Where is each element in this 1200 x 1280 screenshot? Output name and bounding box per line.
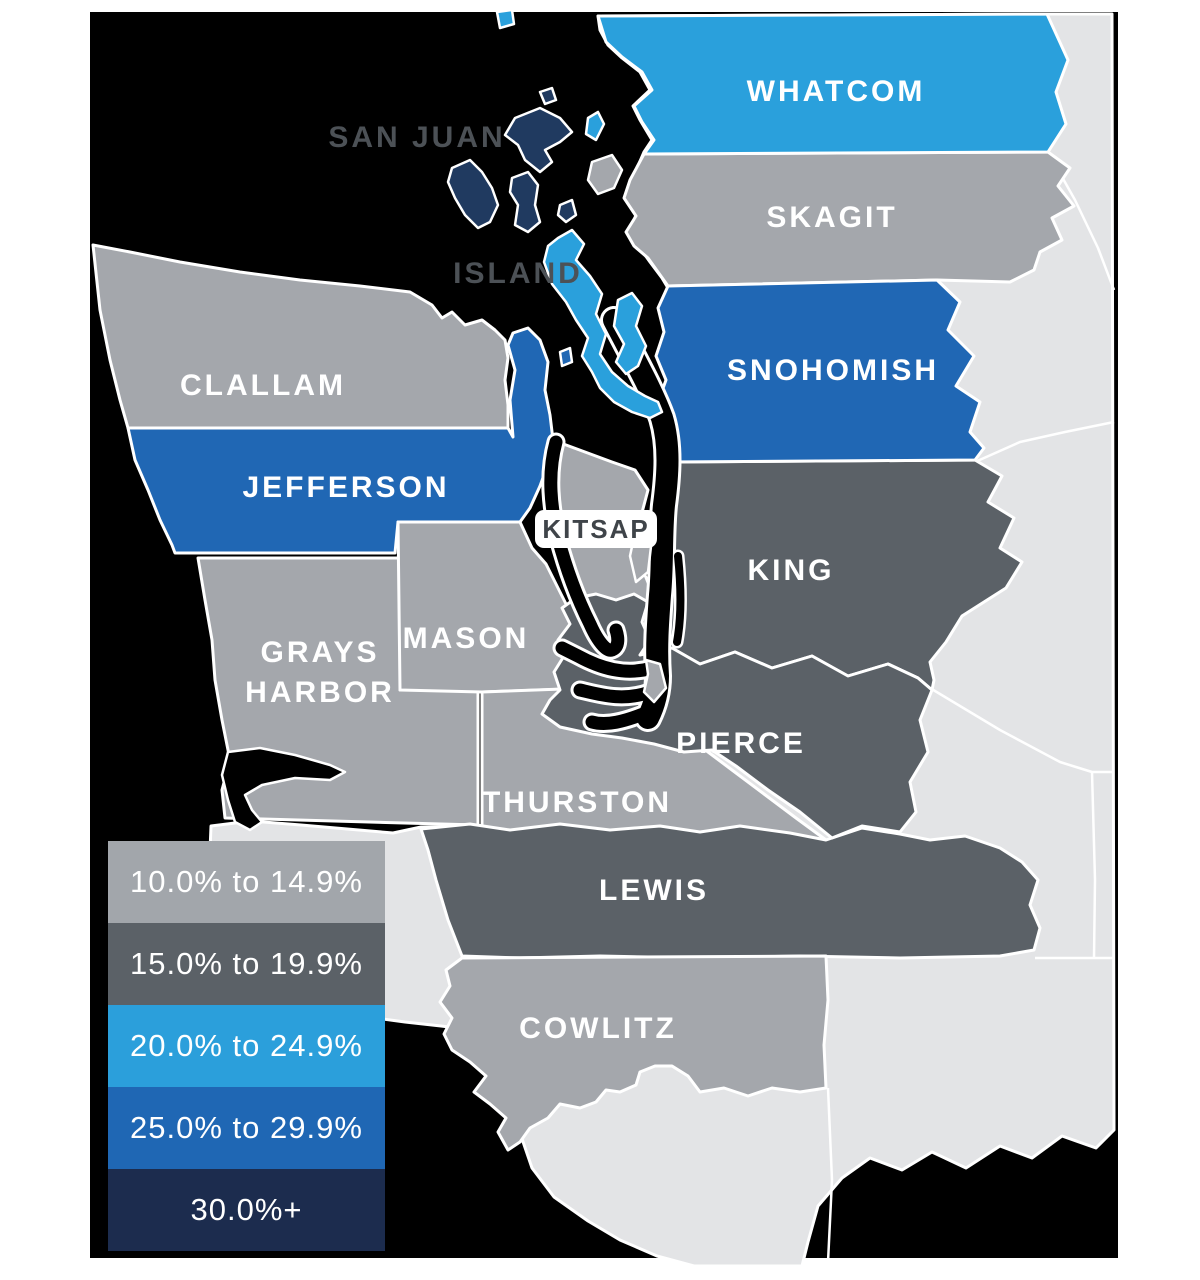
label-skagit: SKAGIT (766, 201, 897, 234)
label-kitsap: KITSAP (542, 514, 649, 544)
lummi-island (584, 110, 606, 142)
south-sound-inlet (555, 641, 659, 678)
label-lewis: LEWIS (599, 874, 709, 907)
legend-item-label: 15.0% to 19.9% (130, 946, 363, 981)
county-whatcom (596, 12, 1070, 156)
label-snohomish: SNOHOMISH (727, 354, 939, 387)
label-island: ISLAND (453, 257, 583, 290)
label-king: KING (748, 554, 835, 587)
label-pierce: PIERCE (676, 727, 806, 760)
kitsap-label-pill (535, 510, 657, 548)
county-labels: WHATCOM SKAGIT SAN JUAN ISLAND SNOHOMISH… (180, 75, 939, 1045)
county-cowlitz (438, 954, 830, 1152)
label-grays: GRAYS (261, 636, 380, 669)
legend-item-label: 20.0% to 24.9% (130, 1028, 363, 1063)
whidbey-island (542, 228, 664, 420)
legend-item-30-plus: 30.0%+ (108, 1169, 385, 1251)
lake-washington (673, 552, 685, 646)
camano-island (612, 291, 648, 376)
fidalgo-island (586, 153, 624, 196)
san-juan-island-lopez (508, 170, 542, 234)
label-mason: MASON (403, 622, 530, 655)
county-clallam (91, 243, 510, 430)
county-lewis (419, 822, 1042, 960)
grays-harbor-bay (220, 746, 347, 832)
indian-island (558, 346, 574, 368)
legend-item-25-29: 25.0% to 29.9% (108, 1087, 385, 1169)
label-thurston: THURSTON (482, 786, 672, 819)
legend-item-20-24: 20.0% to 24.9% (108, 1005, 385, 1087)
islands (446, 8, 668, 704)
county-shapes (91, 12, 1076, 1152)
hood-canal (544, 435, 625, 657)
label-jefferson: JEFFERSON (242, 471, 449, 504)
san-juan-islet-north (538, 86, 558, 106)
vashon-island (642, 658, 668, 704)
legend-item-label: 10.0% to 14.9% (130, 864, 363, 899)
legend-item-label: 25.0% to 29.9% (130, 1110, 363, 1145)
label-harbor: HARBOR (245, 676, 395, 709)
point-roberts (495, 8, 516, 30)
legend-item-10-14: 10.0% to 14.9% (108, 841, 385, 923)
label-san-juan: SAN JUAN (328, 121, 505, 154)
legend-item-label: 30.0%+ (190, 1192, 303, 1227)
legend-item-15-19: 15.0% to 19.9% (108, 923, 385, 1005)
san-juan-islet-small (556, 198, 578, 224)
label-cowlitz: COWLITZ (519, 1012, 677, 1045)
county-skagit (622, 150, 1076, 288)
label-whatcom: WHATCOM (747, 75, 926, 108)
legend: 10.0% to 14.9% 15.0% to 19.9% 20.0% to 2… (108, 841, 385, 1251)
south-sound-inlet (585, 705, 655, 731)
san-juan-island-main (446, 158, 500, 230)
san-juan-island-orcas (503, 106, 574, 174)
county-snohomish (654, 278, 986, 464)
label-clallam: CLALLAM (180, 369, 346, 402)
south-sound-inlet (573, 683, 657, 704)
